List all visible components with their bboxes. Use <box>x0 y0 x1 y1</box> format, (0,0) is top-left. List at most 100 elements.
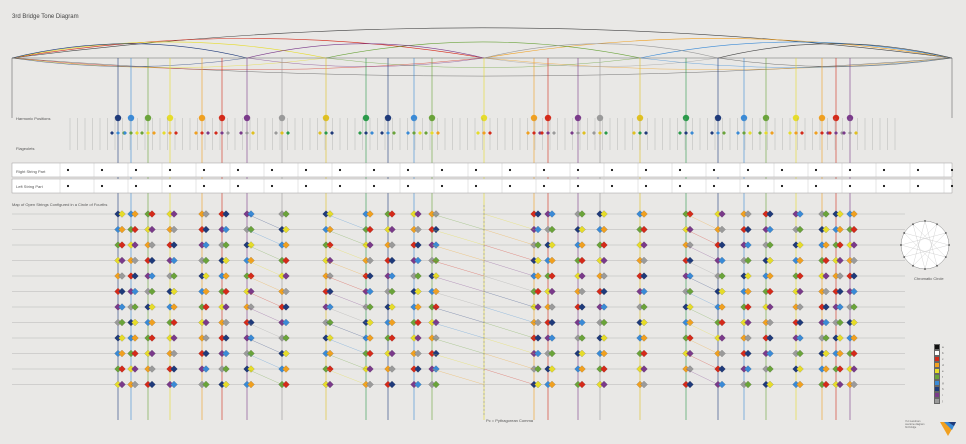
string-node <box>766 380 774 389</box>
string-node <box>326 380 334 389</box>
string-node <box>850 380 858 389</box>
flageolet-marker <box>412 131 416 135</box>
circle-chord <box>924 220 938 266</box>
string-dot <box>644 168 648 172</box>
string-node <box>282 318 290 327</box>
string-node <box>836 241 844 249</box>
string-node <box>326 225 334 234</box>
string-node <box>326 256 334 265</box>
string-node <box>148 334 156 342</box>
string-node <box>432 210 440 218</box>
string-node <box>118 287 126 296</box>
comma-shift-line <box>431 260 485 277</box>
flageolet-marker <box>135 131 139 135</box>
flageolet-marker <box>540 131 544 135</box>
string-node <box>640 349 648 358</box>
string-node <box>766 318 774 327</box>
string-node <box>766 303 774 311</box>
circle-point <box>912 264 914 267</box>
flageolet-marker <box>788 131 792 135</box>
comma-shift-line <box>431 306 485 323</box>
flageolet-marker <box>274 131 278 135</box>
string-node <box>366 287 374 296</box>
string-dot <box>406 184 410 188</box>
string-node <box>534 349 542 358</box>
circle-point <box>903 256 906 258</box>
string-node <box>366 256 374 265</box>
overtone-arc <box>246 57 485 67</box>
harmonic-node <box>530 114 538 122</box>
string-node <box>534 225 542 234</box>
string-node <box>432 256 440 265</box>
string-node <box>686 365 694 373</box>
string-node <box>247 349 255 358</box>
string-node <box>366 225 374 234</box>
string-node <box>578 318 586 327</box>
string-node <box>202 256 210 265</box>
overtone-arc <box>11 57 953 77</box>
string-node <box>388 349 396 358</box>
circle-chord <box>904 244 950 258</box>
string-node <box>548 303 556 311</box>
comma-shift-line <box>431 275 485 292</box>
credit-line: overtone diagram <box>905 423 925 426</box>
string-node <box>850 241 858 249</box>
comma-shift-line <box>483 306 535 323</box>
string-node <box>432 272 440 280</box>
legend-item: f <box>934 374 956 380</box>
string-dot <box>576 184 580 188</box>
comma-shift-line <box>246 213 283 230</box>
string-node <box>578 380 586 389</box>
chromatic-circle-label: Chromatic Circle <box>914 276 944 281</box>
overtone-arc <box>325 57 641 68</box>
string-node <box>131 210 139 218</box>
string-dot <box>304 168 308 172</box>
string-node <box>578 349 586 358</box>
string-node <box>548 318 556 327</box>
string-node <box>202 241 210 249</box>
string-node <box>686 349 694 358</box>
string-node <box>578 303 586 311</box>
comma-shift-line <box>246 260 283 277</box>
circle-chord <box>912 224 926 270</box>
flageolet-marker <box>370 131 374 135</box>
string-node <box>432 334 440 342</box>
string-node <box>222 303 230 311</box>
left-string-part-label: Left String Part <box>16 184 43 189</box>
string-node <box>131 272 139 280</box>
string-node <box>766 287 774 296</box>
string-node <box>282 334 290 342</box>
flageolet-marker <box>168 131 172 135</box>
overtone-arc <box>483 43 719 59</box>
string-node <box>766 256 774 265</box>
string-dot <box>950 168 954 172</box>
string-dot <box>610 184 614 188</box>
string-node <box>836 318 844 327</box>
flageolet-marker <box>854 131 858 135</box>
harmonic-node <box>740 114 748 122</box>
string-dot <box>440 184 444 188</box>
string-node <box>222 380 230 389</box>
flageolet-marker <box>386 131 390 135</box>
string-node <box>388 272 396 280</box>
flageolet-marker <box>123 131 127 135</box>
harmonic-positions-label: Harmonic Positions <box>16 116 51 121</box>
string-node <box>822 365 830 373</box>
string-node <box>366 365 374 373</box>
flageolet-marker <box>576 131 580 135</box>
string-node <box>548 225 556 234</box>
string-node <box>718 287 726 296</box>
string-node <box>640 365 648 373</box>
string-node <box>247 241 255 249</box>
string-node <box>796 287 804 296</box>
string-node <box>718 303 726 311</box>
string-dot <box>508 168 512 172</box>
string-node <box>131 380 139 389</box>
harmonic-node <box>114 114 122 122</box>
overtone-arc <box>11 43 248 59</box>
comma-shift-line <box>325 229 367 246</box>
string-node <box>131 365 139 373</box>
harmonic-node <box>480 114 488 122</box>
string-node <box>718 256 726 265</box>
string-node <box>388 210 396 218</box>
